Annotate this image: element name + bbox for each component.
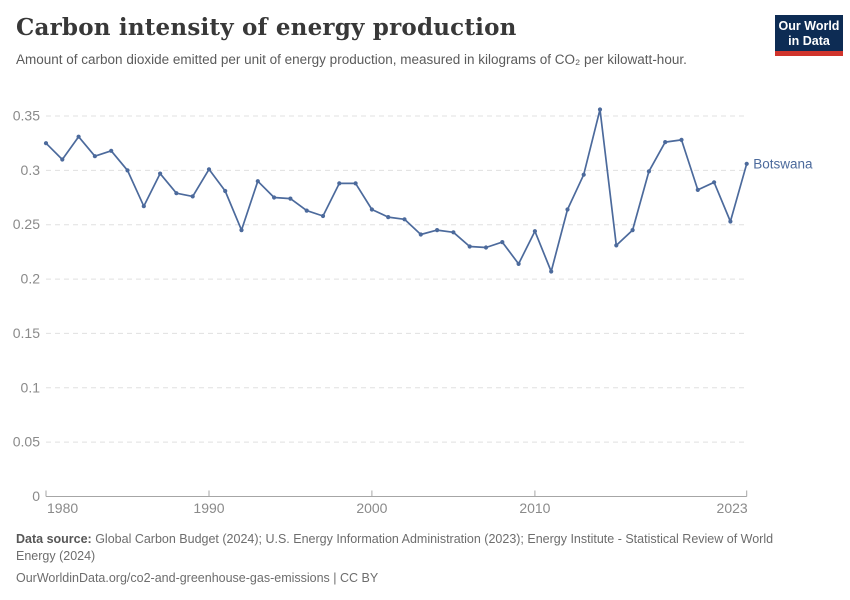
data-point-1995[interactable] — [288, 196, 293, 201]
y-axis-tick-label: 0.15 — [13, 325, 40, 341]
data-point-2005[interactable] — [451, 230, 456, 235]
data-point-2012[interactable] — [565, 207, 570, 212]
data-point-2004[interactable] — [435, 228, 440, 233]
footer-url-line: OurWorldinData.org/co2-and-greenhouse-ga… — [16, 570, 811, 587]
y-axis-tick-label: 0.3 — [21, 162, 41, 178]
data-point-1987[interactable] — [158, 171, 163, 176]
y-axis-tick-label: 0.25 — [13, 216, 40, 232]
data-point-2020[interactable] — [695, 187, 700, 192]
data-point-2018[interactable] — [663, 140, 668, 145]
data-point-2013[interactable] — [581, 172, 586, 177]
data-point-1999[interactable] — [353, 181, 358, 186]
data-source-label: Data source: — [16, 532, 92, 546]
y-axis-tick-label: 0.1 — [21, 379, 41, 395]
y-axis-tick-label: 0.35 — [13, 108, 40, 124]
data-point-1981[interactable] — [60, 157, 65, 162]
data-point-1983[interactable] — [92, 154, 97, 159]
data-source-text: Global Carbon Budget (2024); U.S. Energy… — [16, 532, 774, 563]
data-point-2010[interactable] — [532, 229, 538, 234]
y-axis-tick-label: 0.2 — [21, 271, 41, 287]
data-point-1991[interactable] — [223, 188, 228, 194]
data-point-1980[interactable] — [43, 141, 49, 146]
series-line-botswana[interactable] — [45, 108, 748, 273]
y-axis-tick-label: 0.05 — [13, 434, 40, 450]
footer-license: | CC BY — [329, 571, 379, 585]
data-point-2016[interactable] — [630, 228, 635, 233]
series-label-botswana[interactable]: Botswana — [753, 156, 813, 171]
data-point-1996[interactable] — [304, 208, 309, 213]
x-axis-tick-label: 2000 — [356, 500, 387, 516]
footer-url-link[interactable]: OurWorldinData.org/co2-and-greenhouse-ga… — [16, 571, 330, 585]
data-point-2009[interactable] — [516, 261, 521, 266]
data-point-1998[interactable] — [337, 181, 342, 186]
data-point-2015[interactable] — [614, 243, 619, 248]
data-point-1986[interactable] — [141, 204, 146, 209]
data-point-2021[interactable] — [712, 180, 717, 185]
owid-logo: Our World in Data — [775, 15, 843, 56]
data-point-2000[interactable] — [369, 207, 374, 212]
data-point-2003[interactable] — [418, 232, 423, 237]
data-source-line: Data source: Global Carbon Budget (2024)… — [16, 531, 811, 565]
data-point-1997[interactable] — [320, 213, 326, 219]
data-point-2011[interactable] — [549, 269, 554, 274]
data-point-2006[interactable] — [467, 244, 472, 249]
data-point-2023[interactable] — [744, 161, 749, 166]
owid-logo-line1: Our World — [778, 19, 840, 33]
data-point-2008[interactable] — [500, 240, 505, 245]
data-point-1994[interactable] — [272, 195, 277, 200]
x-axis-tick-label: 2010 — [519, 500, 550, 516]
y-axis-tick-label: 0 — [32, 488, 40, 504]
data-point-1992[interactable] — [239, 228, 244, 233]
x-axis-tick-label: 1980 — [47, 500, 78, 516]
data-point-1982[interactable] — [76, 134, 81, 139]
x-axis-tick-label: 2023 — [717, 500, 748, 516]
data-point-2014[interactable] — [597, 107, 603, 112]
chart-subtitle: Amount of carbon dioxide emitted per uni… — [16, 52, 687, 67]
data-point-2002[interactable] — [402, 217, 407, 222]
data-point-2001[interactable] — [386, 215, 391, 220]
data-point-1984[interactable] — [109, 148, 114, 153]
data-point-1989[interactable] — [190, 194, 195, 199]
x-axis-tick-label: 1990 — [193, 500, 224, 516]
data-point-1993[interactable] — [255, 179, 260, 184]
data-point-2022[interactable] — [728, 219, 733, 224]
owid-logo-line2: in Data — [788, 33, 830, 48]
data-point-1990[interactable] — [206, 167, 212, 172]
data-point-2017[interactable] — [646, 169, 652, 174]
data-point-1988[interactable] — [174, 191, 179, 196]
data-point-2019[interactable] — [679, 137, 684, 142]
data-point-1985[interactable] — [125, 168, 130, 173]
chart-title: Carbon intensity of energy production — [16, 14, 517, 41]
data-point-2007[interactable] — [483, 245, 489, 250]
chart-footer: Data source: Global Carbon Budget (2024)… — [16, 531, 811, 587]
